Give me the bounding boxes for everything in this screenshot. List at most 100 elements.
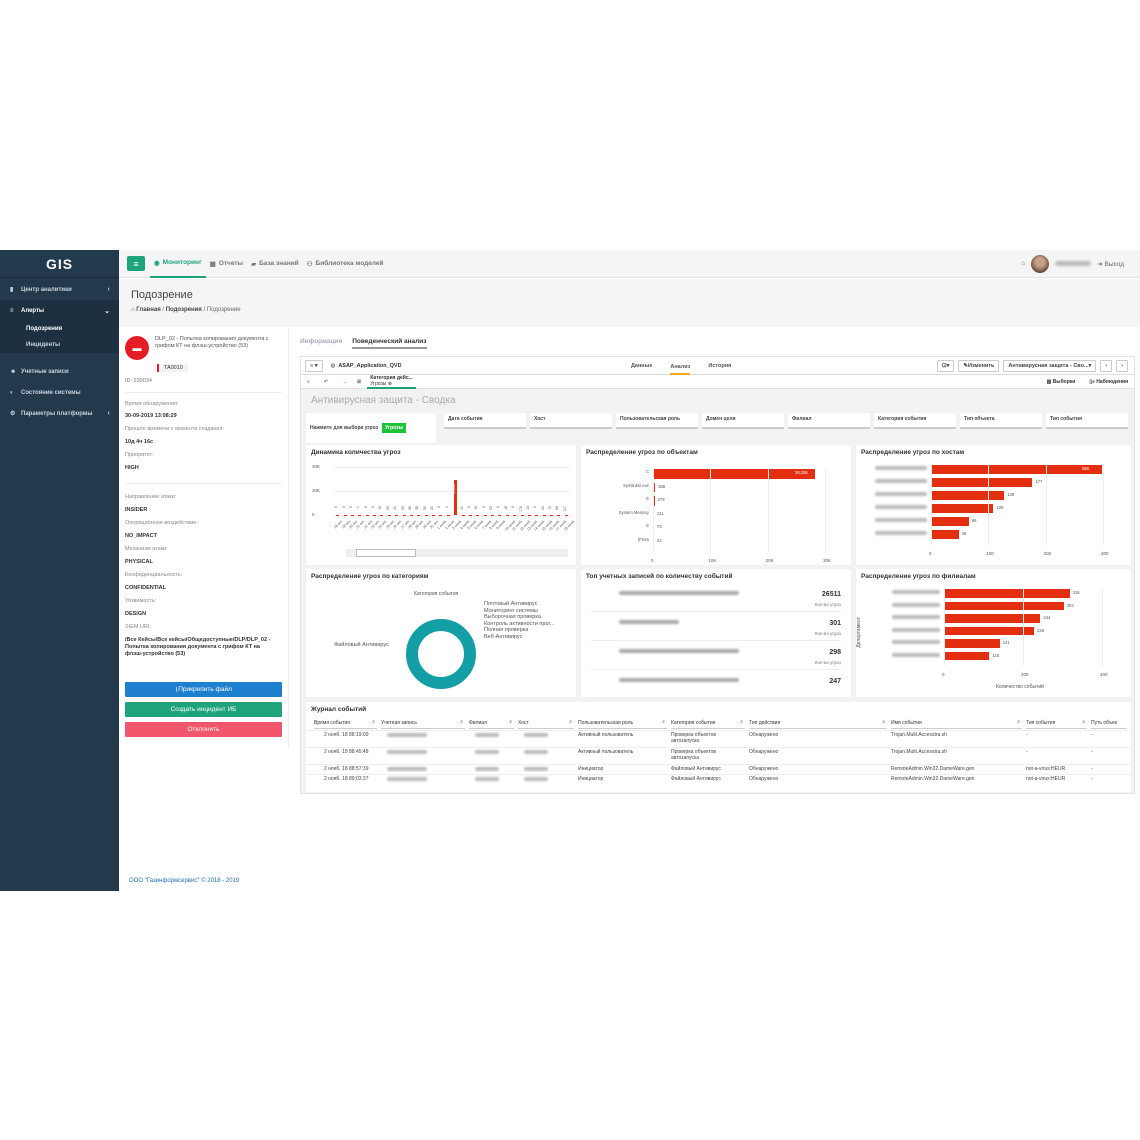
scroll-handle[interactable] [356,549,416,557]
search-icon[interactable]: ⌕ [662,719,665,725]
bar[interactable] [931,465,1102,474]
column-header[interactable]: Учетная запись ⌕ [381,718,465,729]
bar[interactable] [358,514,362,515]
sidebar-item-alerts[interactable]: ≡ Алерты ⌄ [0,300,119,321]
chart-threats-by-category[interactable]: Распределение угроз по категориям Катего… [306,569,576,697]
bar[interactable] [550,514,554,515]
qlik-tab-history[interactable]: История [708,363,732,369]
step-forward-icon[interactable]: → [342,378,348,385]
search-icon[interactable]: ⌕ [509,719,512,725]
column-header[interactable]: Имя события ⌕ [891,718,1022,729]
selections-button[interactable]: ▥ Выборки [1046,378,1076,385]
sidebar-item-platform-params[interactable]: ⚙ Параметры платформы ‹ [10,410,110,417]
bar[interactable] [944,626,1035,635]
threat-button[interactable]: Угрозы [382,423,406,433]
chart-threat-dynamics[interactable]: Динамика количества угроз 40K 20K 0 0 18 окт… [306,445,576,565]
prev-sheet-button[interactable]: ‹ [1100,359,1113,372]
menu-toggle-button[interactable]: ≡ [127,256,145,271]
bar[interactable] [424,514,428,515]
filter-user-role[interactable]: Пользовательская роль [616,413,698,429]
search-icon[interactable]: ⌕ [1017,719,1020,725]
bar[interactable] [535,514,539,515]
chart-threats-by-branch[interactable]: Распределение угроз по филиалам 318 303 24… [856,569,1131,697]
bar[interactable] [454,480,458,515]
reject-button[interactable]: Отклонить [125,722,282,737]
search-icon[interactable]: ⌕ [1082,719,1085,725]
legend-entry[interactable]: Почтовый Антивирус [484,601,538,607]
sidebar-item-incidents[interactable]: Инциденты [26,342,61,348]
bar[interactable] [498,514,502,515]
sidebar-item-suspicions[interactable]: Подозрения [26,326,63,332]
column-header[interactable]: Категория события ⌕ [671,718,745,729]
filter-event-category[interactable]: Категория события [874,413,956,429]
table-row[interactable] [306,747,1131,748]
bar[interactable] [931,491,1005,500]
bar[interactable] [513,514,517,515]
nav-model-library[interactable]: ⚇ Библиотека моделей [306,260,384,268]
bar[interactable] [931,517,969,526]
zoom-select-icon[interactable]: ⌕ [307,378,310,385]
sheet-select[interactable]: Антивирусная защита - Сво... ▾ [1003,359,1097,372]
avatar[interactable] [1031,254,1050,273]
table-row[interactable] [306,730,1131,731]
bar[interactable] [931,530,959,539]
user-name-blurred[interactable] [1055,261,1092,266]
column-header[interactable]: Пользовательская роль ⌕ [578,718,667,729]
logout-button[interactable]: ➜ Выход [1097,260,1124,268]
attach-file-button[interactable]: ⌇ Прикрепить файл [125,682,282,697]
qlik-tab-analysis[interactable]: Анализ [670,364,691,375]
tab-info[interactable]: Информация [300,338,343,345]
bar[interactable] [491,514,495,515]
bar[interactable] [483,514,487,515]
tab-behavioral-analysis[interactable]: Поведенческий анализ [352,336,427,349]
table-top-accounts[interactable]: Топ учетных записей по количеству событи… [581,569,851,699]
filter-host[interactable]: Хост [530,413,612,429]
insights-button[interactable]: ▯⌕ Наблюдения [1089,378,1128,385]
bar[interactable] [343,514,347,515]
bar[interactable] [653,469,815,479]
bar[interactable] [564,514,568,515]
column-header[interactable]: Филиал ⌕ [469,718,514,729]
legend-entry[interactable]: Полная проверка [484,627,529,633]
table-row[interactable] [306,764,1131,765]
bar[interactable] [461,514,465,515]
nav-reports[interactable]: ▦ Отчеты [209,260,244,268]
bar[interactable] [476,514,480,515]
bar[interactable] [944,601,1064,610]
next-sheet-button[interactable]: › [1116,359,1128,372]
bar[interactable] [520,514,524,515]
bar[interactable] [944,639,1000,648]
bar[interactable] [557,514,561,515]
sidebar-item-accounts[interactable]: ☻ Учетные записи [10,368,69,375]
search-icon[interactable]: ⌕ [372,719,375,725]
bar[interactable] [944,614,1041,623]
bar[interactable] [409,514,413,515]
bar[interactable] [373,514,377,515]
clear-all-icon[interactable]: ⊠ [357,378,362,385]
step-back-icon[interactable]: ↶ [323,378,329,385]
legend-entry[interactable]: Выборочная проверка [484,614,541,620]
legend-entry[interactable]: Мониторинг системы [484,607,538,614]
close-icon[interactable]: ⊗ [387,380,392,387]
nav-knowledge-base[interactable]: ▰ База знаний [251,260,299,268]
bar[interactable] [417,514,421,515]
bar[interactable] [505,514,509,515]
bar[interactable] [350,514,354,515]
bar[interactable] [653,482,656,492]
search-icon[interactable]: ⌕ [882,719,885,725]
sidebar-item-analytics[interactable]: ▮ Центр аналитики ‹ [10,286,110,293]
qlik-menu-button[interactable]: ≡ ▾ [305,359,323,372]
search-icon[interactable]: ⌕ [460,719,463,725]
nav-monitoring[interactable]: ◉ Мониторинг [150,250,206,278]
bar[interactable] [395,514,399,515]
siem-value[interactable]: /Все Кейсы/Все кейсы/Общедоступные/DLP/D… [125,637,271,657]
filter-event-date[interactable]: Дата события [444,413,526,429]
bar[interactable] [380,514,384,515]
bar[interactable] [931,478,1033,487]
column-header[interactable]: Тип события ⌕ [1026,718,1087,729]
bar[interactable] [527,514,531,515]
bar[interactable] [446,514,450,515]
edit-button[interactable]: ✎ Изменить [958,359,1000,372]
column-header[interactable]: Время события ⌕ [314,718,377,729]
search-icon[interactable]: ⌕ [569,719,572,725]
